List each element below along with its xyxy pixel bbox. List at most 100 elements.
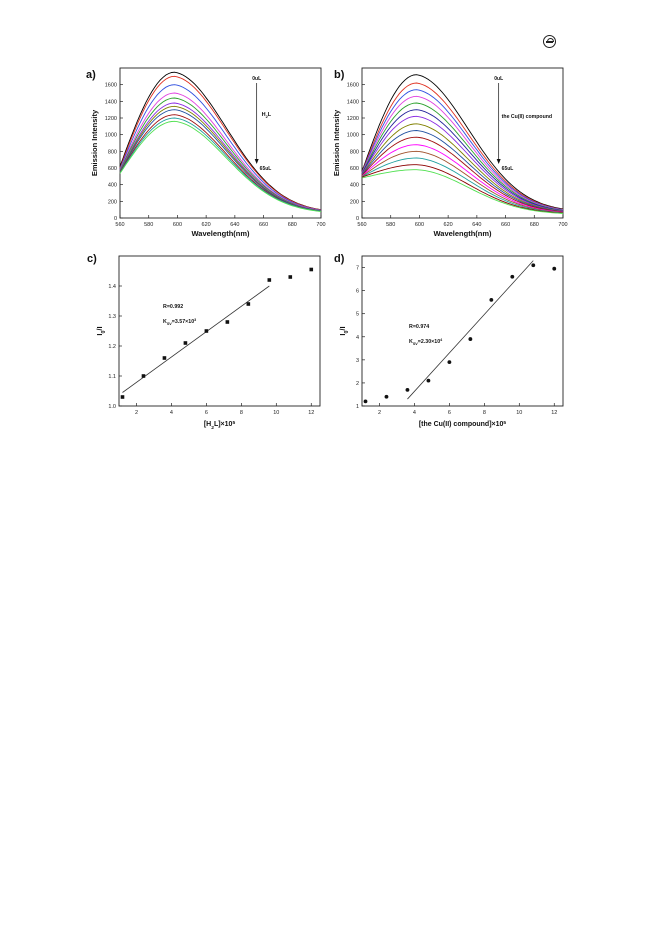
x-tick-label: 580: [386, 222, 395, 228]
y-tick-label: 1000: [105, 133, 117, 139]
spectrum-curve: [361, 102, 564, 211]
data-point: [363, 399, 368, 404]
data-point: [405, 387, 410, 392]
y-tick-label: 1.4: [108, 284, 116, 290]
data-point: [183, 341, 188, 345]
panel-label: c): [87, 253, 97, 265]
ksv-label: KSV=2.30×104: [409, 338, 443, 346]
x-tick-label: 8: [240, 410, 243, 416]
spectrum-curve: [361, 157, 564, 214]
y-tick-label: 1.1: [108, 374, 116, 380]
y-axis-label: I0/I: [95, 326, 107, 335]
plot-frame: [118, 255, 321, 407]
y-tick-label: 400: [108, 183, 117, 189]
data-point: [246, 302, 251, 306]
arrow-start-label: 0uL: [494, 76, 503, 82]
y-tick-label: 600: [108, 166, 117, 172]
x-tick-label: 10: [273, 410, 279, 416]
spectrum-curve: [119, 117, 322, 212]
data-point: [384, 394, 389, 399]
chart-panel-1: a) 560 580 600 620 640 660 680 700 0 200 400 600 800 1…: [86, 67, 326, 238]
journal-logo-icon: [543, 35, 556, 48]
spectrum-curve: [361, 95, 564, 211]
spectrum-curve: [361, 115, 564, 212]
x-tick-label: 4: [413, 410, 416, 416]
y-tick-label: 1000: [347, 133, 359, 139]
x-tick-label: 700: [316, 222, 325, 228]
arrow-head-icon: [496, 159, 501, 164]
x-tick-label: 6: [448, 410, 451, 416]
spectrum-curve: [361, 89, 564, 211]
correlation-label: R=0.992: [163, 304, 183, 310]
data-point: [309, 267, 314, 272]
panel-label: d): [334, 253, 345, 265]
x-tick-label: 600: [173, 222, 182, 228]
y-tick-label: 0: [356, 216, 359, 222]
y-tick-label: 200: [350, 199, 359, 205]
spectrum-curve: [361, 109, 564, 212]
spectrum-curve: [361, 123, 564, 212]
spectrum-curve: [361, 136, 564, 213]
arrow-end-label: 65uL: [502, 166, 514, 172]
x-tick-label: 560: [357, 222, 366, 228]
spectrum-curve: [361, 164, 564, 214]
spectrum-curve: [361, 150, 564, 213]
spectrum-curve: [361, 82, 564, 210]
panel-label: b): [334, 69, 345, 81]
y-tick-label: 1600: [347, 83, 359, 89]
y-tick-label: 1: [356, 404, 359, 410]
fit-line: [122, 285, 270, 393]
plot-frame: [361, 67, 564, 219]
spectrum-curve: [119, 120, 322, 212]
y-tick-label: 3: [356, 358, 359, 364]
spectrum-curve: [119, 84, 322, 211]
chart-panel-2: b) 560 580 600 620 640 660 680 700 0 200 400 600 800 1…: [332, 67, 568, 238]
arrow-mid-label: H2L: [262, 112, 272, 119]
x-tick-label: 660: [259, 222, 268, 228]
spectrum-curve: [119, 71, 322, 211]
plot-frame: [361, 255, 564, 407]
spectrum-curve: [361, 169, 564, 214]
x-axis-label: [the Cu(II) compound]×105: [419, 420, 507, 429]
spectrum-curve: [119, 114, 322, 212]
y-tick-label: 1200: [105, 116, 117, 122]
data-point: [489, 297, 494, 302]
arrow-mid-label: the Cu(II) compound: [502, 114, 552, 120]
y-tick-label: 200: [108, 199, 117, 205]
y-tick-label: 4: [356, 335, 359, 341]
y-tick-label: 6: [356, 289, 359, 295]
x-axis-label: [H2L]×105: [204, 420, 236, 431]
y-tick-label: 2: [356, 381, 359, 387]
x-tick-label: 620: [202, 222, 211, 228]
arrow-end-label: 65uL: [260, 166, 272, 172]
arrow-start-label: 0uL: [252, 76, 261, 82]
x-tick-label: 600: [415, 222, 424, 228]
fit-line: [407, 260, 534, 400]
ksv-label: KSV=3.57×103: [163, 318, 196, 326]
x-tick-label: 580: [144, 222, 153, 228]
data-point: [225, 320, 230, 324]
y-axis-label: Emission Intensity: [90, 109, 99, 176]
data-point: [510, 274, 515, 279]
y-tick-label: 400: [350, 183, 359, 189]
data-point: [288, 275, 293, 279]
y-tick-label: 0: [114, 216, 117, 222]
x-tick-label: 700: [558, 222, 567, 228]
data-point: [204, 329, 209, 333]
data-point: [447, 360, 452, 365]
correlation-label: R=0.974: [409, 324, 429, 330]
panel-label: a): [86, 69, 96, 81]
x-tick-label: 2: [135, 410, 138, 416]
spectrum-curve: [361, 130, 564, 213]
plot-frame: [119, 67, 322, 219]
x-tick-label: 560: [115, 222, 124, 228]
spectrum-curve: [119, 97, 322, 212]
data-point: [426, 378, 431, 383]
spectrum-curve: [361, 74, 564, 210]
x-tick-label: 12: [308, 410, 314, 416]
y-tick-label: 1400: [347, 99, 359, 105]
x-tick-label: 680: [530, 222, 539, 228]
y-tick-label: 800: [350, 149, 359, 155]
